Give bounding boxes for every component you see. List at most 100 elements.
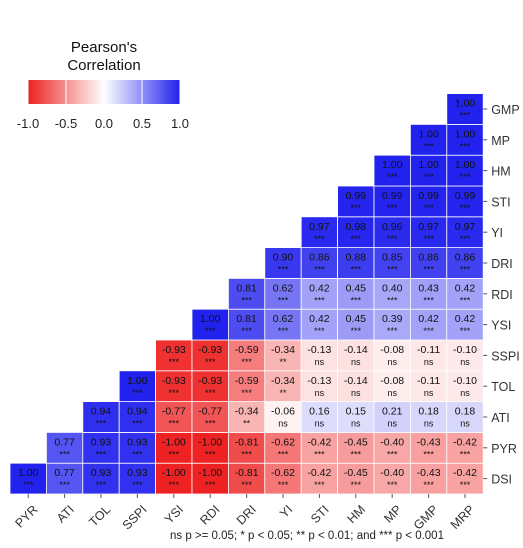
heatmap-cell: -0.93*** [191,339,229,372]
x-axis-label: SSPI [120,502,150,532]
heatmap-cell: -0.62*** [264,462,302,495]
cell-value: -0.06 [271,406,295,418]
cell-value: 0.62 [273,282,294,294]
cell-significance: ns [351,419,361,429]
heatmap-cell: 0.99*** [373,185,411,218]
cell-value: 0.42 [418,313,439,325]
heatmap-cell: 0.42*** [300,277,339,310]
cell-significance: *** [387,203,398,213]
cell-significance: ns [315,419,325,429]
cell-fill [155,431,193,464]
x-axis-label: DRI [234,502,259,527]
heatmap-cell: 0.97*** [446,216,484,249]
cell-value: 0.45 [346,313,367,325]
heatmap-cell: 0.99*** [409,185,448,218]
cell-value: -0.42 [307,436,331,448]
cell-significance: *** [387,295,398,305]
legend-ticks: -1.0 -0.5 0.0 0.5 1.0 [17,80,189,131]
cell-value: 0.99 [455,190,476,202]
cell-significance: *** [423,295,434,305]
cell-significance: *** [278,265,289,275]
heatmap-cell: 0.45*** [337,308,375,341]
heatmap-cell: 1.00*** [446,154,484,187]
cell-significance: *** [132,449,143,459]
cell-significance: *** [460,203,471,213]
cell-significance: *** [132,388,143,398]
cell-significance: *** [460,295,471,305]
cell-value: 1.00 [455,159,476,171]
cell-value: 0.88 [346,252,367,264]
cell-value: -0.14 [344,375,368,387]
cell-fill [446,154,484,187]
cell-fill [373,216,411,249]
cell-value: 1.00 [382,159,403,171]
cell-fill [191,370,229,402]
cell-fill [264,431,302,464]
cell-value: -0.42 [307,467,331,479]
cell-fill [227,339,266,372]
cell-value: -0.45 [344,436,368,448]
cell-significance: *** [314,449,325,459]
cell-value: -0.11 [417,344,440,356]
x-axis-labels: PYR ATI TOL SSPI YSI RDI DRI YI STI HM MP GMP MRP [12,494,477,532]
cell-significance: *** [132,480,143,490]
cell-significance: *** [423,265,434,275]
cell-fill [118,431,156,464]
cell-significance: *** [169,449,180,459]
heatmap-cell: -1.00*** [155,462,193,495]
y-axis-label: GMP [491,103,519,117]
cell-significance: *** [460,480,471,490]
cell-significance: *** [205,449,216,459]
cell-significance: *** [169,388,180,398]
y-axis-label: DRI [491,257,513,271]
cell-significance: ns [460,419,470,429]
cell-value: -0.93 [198,375,222,387]
cell-value: 0.99 [382,190,403,202]
cell-fill [373,370,411,402]
heatmap-cell: -0.43*** [409,431,448,464]
heatmap-cell: 1.00*** [446,93,484,125]
cell-significance: *** [241,449,252,459]
cell-significance: *** [132,419,143,429]
cell-significance: *** [423,449,434,459]
heatmap-cell: -0.34** [264,339,302,372]
cell-value: -0.81 [235,436,259,448]
heatmap-cell: 0.93*** [118,462,156,495]
cell-value: 0.93 [127,436,148,448]
cell-value: -0.10 [453,375,477,387]
heatmap-cell: 1.00*** [373,154,411,187]
x-axis-label: RDI [197,502,222,527]
cell-significance: *** [351,449,362,459]
x-axis-label: YSI [162,502,186,526]
cell-significance: *** [387,326,398,336]
cell-fill [373,154,411,187]
heatmap-cell: -0.93*** [155,339,193,372]
heatmap-cell: 0.86*** [446,247,484,279]
cell-value: 1.00 [418,128,439,140]
cell-value: -0.14 [344,344,368,356]
cell-fill [337,185,375,218]
cell-fill [191,462,229,495]
y-axis-label: TOL [491,380,515,394]
cell-significance: *** [423,234,434,244]
heatmap-cell: 0.81*** [227,308,266,341]
y-axis-label: YSI [491,319,511,333]
cell-value: 0.81 [236,313,257,325]
cell-fill [373,247,411,279]
cell-significance: *** [314,326,325,336]
cell-significance: ** [243,419,251,429]
x-axis-label: MP [381,502,404,525]
cell-value: -1.00 [162,436,186,448]
cell-fill [191,308,229,341]
cell-significance: ns [351,388,361,398]
cell-significance: *** [460,449,471,459]
heatmap-cell: -0.40*** [373,462,411,495]
cell-significance: *** [59,480,70,490]
cell-fill [227,401,266,433]
cell-value: 0.81 [236,282,257,294]
y-axis-label: MP [491,134,510,148]
